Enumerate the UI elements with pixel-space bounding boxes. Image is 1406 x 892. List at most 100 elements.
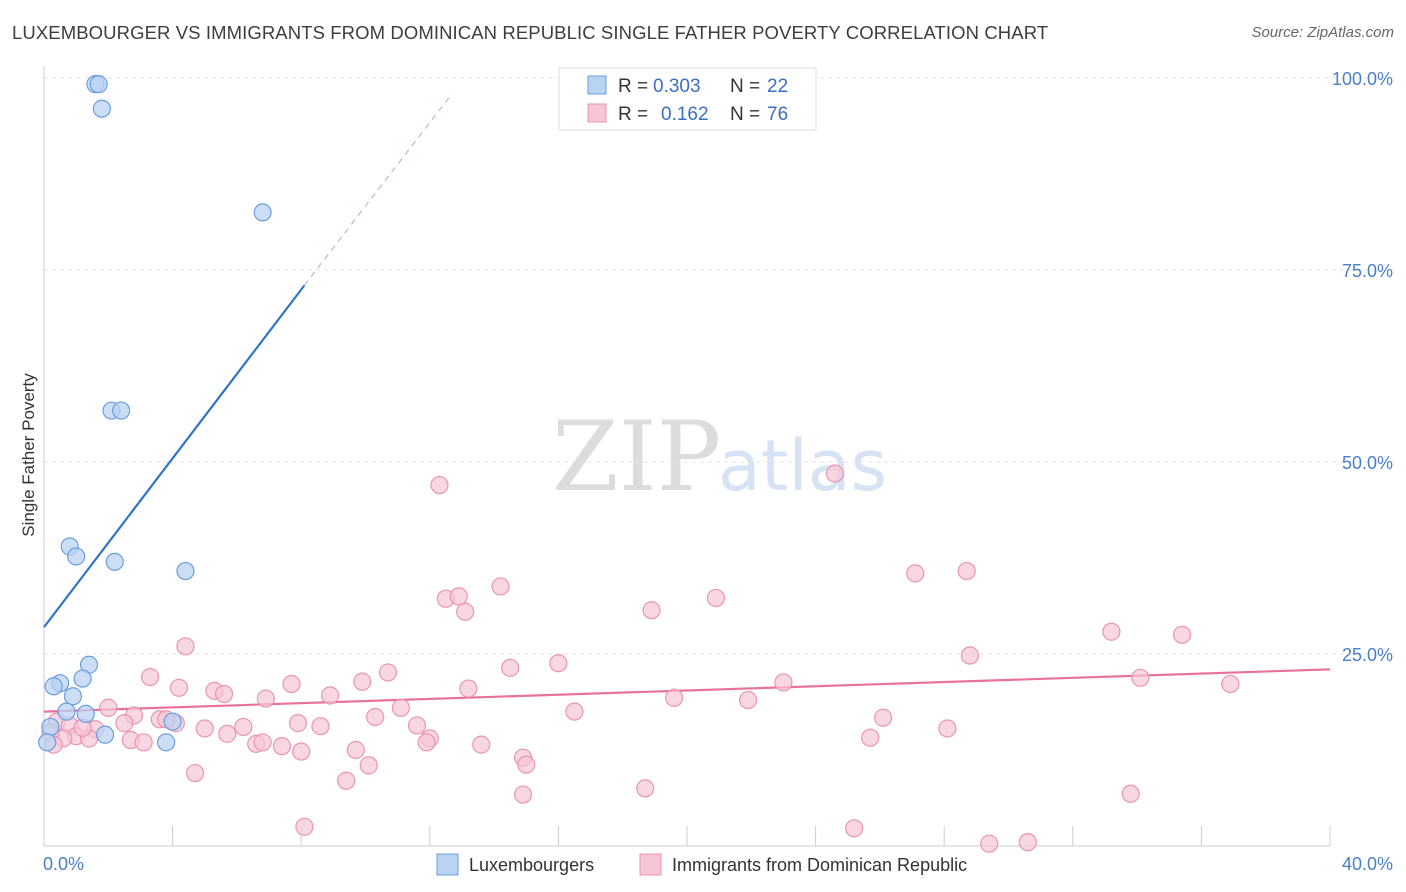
- point-luxembourgers-9: [176, 561, 195, 581]
- point-dominican-52: [134, 733, 153, 752]
- point-dominican-20: [774, 673, 793, 692]
- point-dominican-9: [957, 561, 976, 581]
- point-luxembourgers-19: [157, 733, 176, 752]
- point-luxembourgers-8: [105, 552, 124, 571]
- series-dominican-points: [41, 464, 1240, 853]
- legend-n-label-blue: N =: [730, 76, 760, 97]
- point-dominican-7: [706, 588, 726, 608]
- point-luxembourgers-18: [95, 725, 115, 744]
- point-luxembourgers-20: [41, 717, 60, 737]
- point-dominican-40: [311, 717, 330, 736]
- legend-swatch-pink: [587, 103, 607, 123]
- point-dominican-56: [272, 737, 292, 756]
- trend-line-luxembourgers-extension: [303, 92, 453, 286]
- point-dominican-4: [449, 587, 468, 606]
- point-dominican-15: [501, 658, 520, 677]
- point-luxembourgers-7: [67, 547, 86, 566]
- y-tick-label-2: 75.0%: [1342, 261, 1393, 281]
- point-dominican-21: [169, 678, 189, 697]
- point-luxembourgers-2: [92, 99, 111, 118]
- point-dominican-27: [665, 688, 684, 707]
- legend-n-value-blue: 22: [767, 76, 788, 97]
- point-dominican-64: [861, 728, 880, 747]
- point-luxembourgers-3: [253, 203, 272, 222]
- y-tick-label-0: 25.0%: [1342, 645, 1393, 665]
- point-dominican-28: [1131, 668, 1150, 687]
- legend-r-value-pink: 0.162: [661, 104, 709, 125]
- trend-line-luxembourgers: [43, 284, 306, 628]
- point-luxembourgers-13: [73, 669, 92, 688]
- point-dominican-43: [938, 719, 957, 738]
- point-dominican-48: [195, 719, 214, 738]
- legend-n-value-pink: 76: [767, 104, 788, 125]
- point-dominican-19: [459, 679, 478, 698]
- point-dominican-71: [186, 763, 205, 783]
- point-dominican-60: [472, 735, 491, 754]
- x-tick-label-0: 0.0%: [43, 854, 84, 874]
- point-dominican-1: [825, 464, 844, 483]
- top-legend: R = 0.303 N = 22 R = 0.162 N = 76: [558, 67, 817, 131]
- point-dominican-47: [115, 714, 134, 733]
- point-dominican-41: [366, 707, 385, 727]
- trend-line-dominican: [43, 668, 1331, 713]
- bottom-legend: Luxembourgers Immigrants from Dominican …: [436, 853, 967, 876]
- point-dominican-24: [214, 684, 234, 704]
- point-luxembourgers-5: [112, 401, 131, 420]
- point-dominican-74: [1121, 784, 1140, 803]
- point-dominican-26: [321, 686, 340, 705]
- bottom-legend-swatch-blue: [436, 853, 459, 876]
- point-dominican-63: [517, 755, 536, 774]
- point-luxembourgers-12: [44, 677, 63, 696]
- watermark-atlas: atlas: [718, 425, 887, 507]
- series-luxembourgers-points: [38, 75, 272, 752]
- point-dominican-18: [353, 672, 372, 691]
- point-dominican-32: [391, 698, 410, 717]
- point-luxembourgers-21: [38, 733, 57, 752]
- point-dominican-72: [636, 779, 655, 798]
- point-dominican-16: [378, 663, 398, 682]
- point-dominican-58: [346, 740, 365, 760]
- point-luxembourgers-16: [76, 704, 95, 724]
- point-dominican-53: [218, 724, 237, 743]
- point-dominican-78: [295, 817, 314, 836]
- point-dominican-17: [140, 667, 160, 687]
- x-tick-label-1: 40.0%: [1342, 854, 1393, 874]
- point-dominican-77: [1018, 833, 1037, 852]
- axes: [43, 66, 1331, 847]
- trend-lines: [43, 92, 1331, 713]
- point-dominican-12: [176, 637, 195, 656]
- point-dominican-49: [234, 717, 253, 737]
- legend-r-value-blue: 0.303: [653, 76, 701, 97]
- point-dominican-55: [253, 733, 272, 752]
- legend-r-label-blue: R =: [618, 76, 648, 97]
- point-dominican-25: [256, 689, 275, 708]
- point-dominican-42: [407, 716, 427, 735]
- point-dominican-29: [1221, 674, 1240, 694]
- point-dominican-8: [906, 564, 925, 583]
- point-dominican-68: [417, 733, 436, 752]
- point-dominican-13: [960, 646, 980, 665]
- bottom-legend-label-pink: Immigrants from Dominican Republic: [672, 855, 967, 875]
- point-dominican-76: [980, 834, 999, 853]
- point-dominican-69: [288, 714, 308, 733]
- y-axis-label: Single Father Poverty: [19, 373, 38, 537]
- point-dominican-61: [359, 756, 378, 775]
- chart-source: Source: ZipAtlas.com: [1251, 24, 1394, 41]
- point-dominican-73: [513, 785, 533, 804]
- point-dominican-5: [456, 602, 475, 621]
- point-dominican-14: [549, 654, 568, 673]
- watermark-zip: ZIP: [552, 401, 721, 513]
- point-luxembourgers-14: [63, 687, 83, 706]
- chart-title: LUXEMBOURGER VS IMMIGRANTS FROM DOMINICA…: [12, 22, 1049, 43]
- legend-swatch-blue: [587, 75, 607, 95]
- tick-labels: 25.0% 50.0% 75.0% 100.0% 0.0% 40.0%: [43, 69, 1393, 874]
- bottom-legend-swatch-pink: [639, 853, 662, 876]
- point-dominican-23: [282, 674, 301, 694]
- point-dominican-10: [1102, 622, 1121, 641]
- point-dominican-33: [565, 702, 584, 721]
- point-dominican-31: [99, 698, 118, 717]
- legend-r-label-pink: R =: [618, 104, 648, 125]
- point-dominican-11: [1173, 625, 1192, 644]
- gridlines: [44, 77, 1392, 655]
